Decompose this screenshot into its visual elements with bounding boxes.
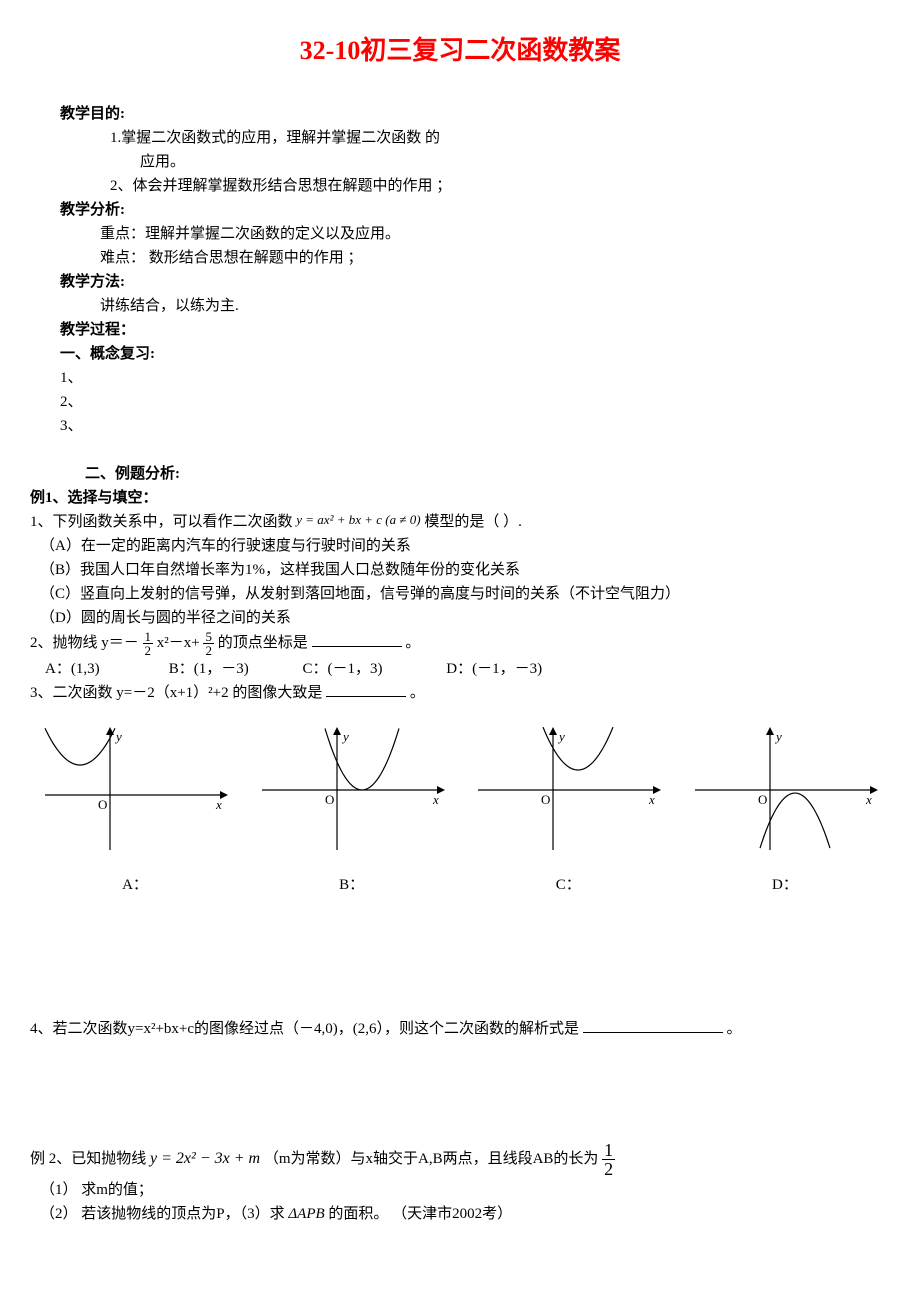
svg-text:y: y	[557, 729, 565, 744]
svg-text:O: O	[541, 792, 550, 807]
purpose-item-1: 1.掌握二次函数式的应用，理解并掌握二次函数 的	[110, 126, 890, 150]
graphs-row: y x O y x O y x O y x O	[40, 725, 880, 863]
q1-formula: y = ax² + bx + c (a ≠ 0)	[296, 512, 420, 527]
ex2-sub2-post: 的面积。 （天津市2002考）	[328, 1206, 512, 1222]
ex2: 例 2、已知抛物线 y = 2x² − 3x + m （m为常数）与x轴交于A,…	[30, 1141, 890, 1178]
concept-label: 一、概念复习:	[60, 342, 890, 366]
q3-end: 。	[410, 685, 425, 701]
q1: 1、下列函数关系中，可以看作二次函数 y = ax² + bx + c (a ≠…	[30, 510, 890, 534]
graph-d: y x O	[690, 725, 880, 863]
graph-label-d: D：	[690, 873, 880, 897]
method-section: 教学方法: 讲练结合，以练为主.	[30, 270, 890, 318]
example-label: 二、例题分析:	[85, 462, 890, 486]
svg-text:x: x	[215, 797, 222, 812]
svg-text:O: O	[758, 792, 767, 807]
q4: 4、若二次函数y=x²+bx+c的图像经过点（－4,0)，(2,6），则这个二次…	[30, 1017, 890, 1041]
ex2-sub2-pre: （2） 若该抛物线的顶点为P，（3）求	[40, 1206, 285, 1222]
frac-half-big: 1 2	[602, 1141, 615, 1178]
q2-end: 。	[405, 635, 420, 651]
graph-label-a: A：	[40, 873, 230, 897]
process-section: 教学过程： 一、概念复习: 1、 2、 3、	[30, 318, 890, 438]
frac-fivehalf: 5 2	[203, 630, 214, 657]
analysis-label: 教学分析:	[60, 198, 890, 222]
purpose-item-2: 2、体会并理解掌握数形结合思想在解题中的作用 ；	[110, 174, 890, 198]
ex2-sub2-mid: ΔAPB	[288, 1206, 324, 1222]
q2-options: A：(1,3) B：(1，－3) C：(－1，3) D：(－1，－3)	[45, 657, 890, 681]
q3: 3、二次函数 y=－2（x+1）²+2 的图像大致是 。	[30, 681, 890, 705]
graph-label-c: C：	[473, 873, 663, 897]
ex2-pre: 例 2、已知抛物线	[30, 1151, 150, 1167]
q2-opt-a: A：(1,3)	[45, 657, 165, 681]
graph-labels: A： B： C： D：	[40, 873, 880, 897]
svg-text:x: x	[865, 792, 872, 807]
analysis-key: 重点：理解并掌握二次函数的定义以及应用。	[100, 222, 890, 246]
ex1-title: 例1、选择与填空：	[30, 486, 890, 510]
ex2-mid: （m为常数）与x轴交于A,B两点，且线段AB的长为	[264, 1151, 599, 1167]
q2-post: 的顶点坐标是	[218, 635, 308, 651]
q2-opt-d: D：(－1，－3)	[446, 657, 542, 681]
q2-blank	[312, 631, 402, 647]
ex2-sub2: （2） 若该抛物线的顶点为P，（3）求 ΔAPB 的面积。 （天津市2002考）	[40, 1202, 890, 1226]
concept-n2: 2、	[60, 390, 890, 414]
graph-a: y x O	[40, 725, 230, 863]
purpose-label: 教学目的:	[60, 102, 890, 126]
method-text: 讲练结合，以练为主.	[100, 294, 890, 318]
svg-text:y: y	[341, 729, 349, 744]
svg-text:x: x	[432, 792, 439, 807]
svg-text:x: x	[648, 792, 655, 807]
q4-end: 。	[727, 1021, 742, 1037]
q4-blank	[583, 1017, 723, 1033]
q2-opt-b: B：(1，－3)	[169, 657, 299, 681]
analysis-section: 教学分析: 重点：理解并掌握二次函数的定义以及应用。 难点： 数形结合思想在解题…	[30, 198, 890, 270]
graph-label-b: B：	[257, 873, 447, 897]
analysis-diff: 难点： 数形结合思想在解题中的作用 ；	[100, 246, 890, 270]
q2-pre: 2、抛物线 y＝－	[30, 635, 139, 651]
svg-text:y: y	[114, 729, 122, 744]
q3-blank	[326, 681, 406, 697]
q4-pre: 4、若二次函数y=x²+bx+c的图像经过点（－4,0)，(2,6），则这个二次…	[30, 1021, 579, 1037]
q1-post: 模型的是（ ）.	[424, 514, 522, 530]
svg-text:O: O	[98, 797, 107, 812]
process-label: 教学过程：	[60, 318, 890, 342]
q2-opt-c: C：(－1，3)	[303, 657, 443, 681]
concept-n3: 3、	[60, 414, 890, 438]
q1-pre: 1、下列函数关系中，可以看作二次函数	[30, 514, 293, 530]
q1-opt-b: （B）我国人口年自然增长率为1%，这样我国人口总数随年份的变化关系	[30, 558, 890, 582]
concept-n1: 1、	[60, 366, 890, 390]
ex2-sub1: （1） 求m的值；	[40, 1178, 890, 1202]
doc-title: 32-10初三复习二次函数教案	[30, 30, 890, 72]
q2: 2、抛物线 y＝－ 1 2 x²－x+ 5 2 的顶点坐标是 。	[30, 630, 890, 657]
purpose-section: 教学目的: 1.掌握二次函数式的应用，理解并掌握二次函数 的 应用。 2、体会并…	[30, 102, 890, 198]
frac-half: 1 2	[143, 630, 154, 657]
q1-opt-c: （C）竖直向上发射的信号弹，从发射到落回地面，信号弹的高度与时间的关系（不计空气…	[30, 582, 890, 606]
q1-opt-a: （A）在一定的距离内汽车的行驶速度与行驶时间的关系	[30, 534, 890, 558]
ex2-formula: y = 2x² − 3x + m	[150, 1150, 260, 1167]
graph-c: y x O	[473, 725, 663, 863]
svg-text:O: O	[325, 792, 334, 807]
purpose-item-1b: 应用。	[140, 150, 890, 174]
svg-text:y: y	[774, 729, 782, 744]
method-label: 教学方法:	[60, 270, 890, 294]
q2-mid: x²－x+	[157, 635, 200, 651]
q1-opt-d: （D）圆的周长与圆的半径之间的关系	[30, 606, 890, 630]
graph-b: y x O	[257, 725, 447, 863]
q3-text: 3、二次函数 y=－2（x+1）²+2 的图像大致是	[30, 685, 322, 701]
